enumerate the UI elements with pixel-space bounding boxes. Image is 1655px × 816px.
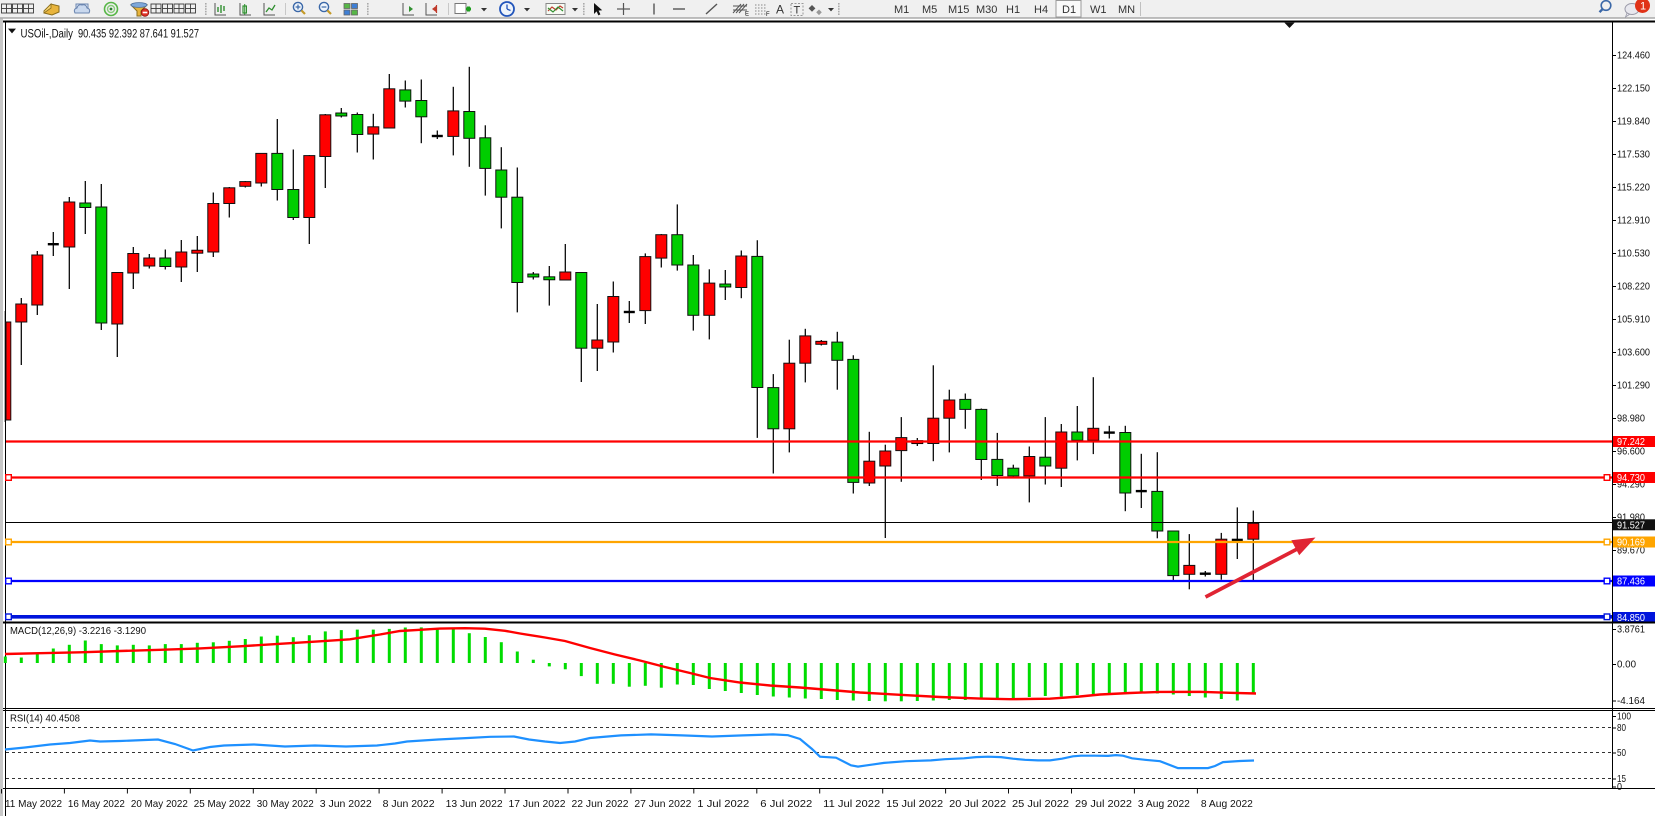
svg-text:94.730: 94.730: [1617, 472, 1645, 484]
svg-text:F: F: [766, 12, 770, 18]
svg-text:84.850: 84.850: [1617, 612, 1645, 624]
svg-text:16 May 2022: 16 May 2022: [68, 798, 125, 810]
svg-text:96.600: 96.600: [1617, 446, 1645, 458]
svg-text:0.00: 0.00: [1617, 659, 1636, 671]
svg-text:11 Jul 2022: 11 Jul 2022: [823, 798, 880, 810]
svg-text:1: 1: [1640, 1, 1646, 13]
svg-text:MN: MN: [1118, 4, 1135, 16]
svg-text:124.460: 124.460: [1617, 50, 1650, 62]
svg-text:25 May 2022: 25 May 2022: [194, 798, 251, 810]
svg-text:100: 100: [1617, 711, 1631, 723]
svg-text:E: E: [745, 12, 749, 18]
svg-text:RSI(14) 40.4508: RSI(14) 40.4508: [10, 713, 80, 725]
svg-text:MACD(12,26,9) -3.2216 -3.1290: MACD(12,26,9) -3.2216 -3.1290: [10, 625, 146, 637]
svg-text:M1: M1: [894, 4, 909, 16]
svg-text:0: 0: [1617, 781, 1622, 793]
svg-text:108.220: 108.220: [1617, 281, 1650, 293]
svg-text:90.435 92.392 87.641 91.527: 90.435 92.392 87.641 91.527: [78, 29, 199, 41]
svg-text:25 Jul 2022: 25 Jul 2022: [1012, 798, 1069, 810]
svg-text:1 Jul 2022: 1 Jul 2022: [697, 798, 749, 810]
svg-text:15 Jul 2022: 15 Jul 2022: [886, 798, 943, 810]
svg-text:80: 80: [1617, 722, 1626, 734]
svg-text:T: T: [794, 5, 801, 17]
svg-text:122.150: 122.150: [1617, 83, 1650, 95]
svg-text:90.169: 90.169: [1617, 537, 1645, 549]
svg-text:101.290: 101.290: [1617, 380, 1650, 392]
svg-text:112.910: 112.910: [1617, 215, 1650, 227]
svg-text:117.530: 117.530: [1617, 149, 1650, 161]
svg-text:115.220: 115.220: [1617, 182, 1650, 194]
svg-text:3.8761: 3.8761: [1617, 624, 1645, 636]
svg-text:M5: M5: [922, 4, 937, 16]
svg-text:11 May 2022: 11 May 2022: [5, 798, 62, 810]
svg-text:W1: W1: [1090, 4, 1107, 16]
svg-text:USOil-,Daily: USOil-,Daily: [21, 29, 74, 41]
svg-text:103.600: 103.600: [1617, 347, 1650, 359]
svg-text:3 Aug 2022: 3 Aug 2022: [1138, 798, 1190, 810]
svg-text:15: 15: [1617, 773, 1626, 785]
svg-text:3 Jun 2022: 3 Jun 2022: [320, 798, 372, 810]
svg-text:-4.164: -4.164: [1617, 695, 1645, 707]
svg-text:98.980: 98.980: [1617, 413, 1645, 425]
svg-text:119.840: 119.840: [1617, 116, 1650, 128]
svg-text:87.436: 87.436: [1617, 576, 1645, 588]
svg-text:91.527: 91.527: [1617, 519, 1645, 531]
svg-text:H4: H4: [1034, 4, 1048, 16]
svg-text:13 Jun 2022: 13 Jun 2022: [446, 798, 503, 810]
svg-text:110.530: 110.530: [1617, 248, 1650, 260]
svg-text:M15: M15: [948, 4, 969, 16]
svg-text:20 May 2022: 20 May 2022: [131, 798, 188, 810]
svg-text:97.242: 97.242: [1617, 436, 1645, 448]
svg-text:A: A: [776, 3, 784, 17]
svg-text:27 Jun 2022: 27 Jun 2022: [634, 798, 691, 810]
svg-text:20 Jul 2022: 20 Jul 2022: [949, 798, 1006, 810]
svg-text:M30: M30: [976, 4, 997, 16]
svg-text:105.910: 105.910: [1617, 314, 1650, 326]
svg-text:89.670: 89.670: [1617, 545, 1645, 557]
svg-text:22 Jun 2022: 22 Jun 2022: [572, 798, 629, 810]
svg-text:8 Jun 2022: 8 Jun 2022: [383, 798, 435, 810]
svg-text:29 Jul 2022: 29 Jul 2022: [1075, 798, 1132, 810]
svg-text:8 Aug 2022: 8 Aug 2022: [1201, 798, 1253, 810]
svg-text:H1: H1: [1006, 4, 1020, 16]
svg-text:17 Jun 2022: 17 Jun 2022: [509, 798, 566, 810]
svg-text:30 May 2022: 30 May 2022: [257, 798, 314, 810]
svg-text:50: 50: [1617, 747, 1626, 759]
svg-text:6 Jul 2022: 6 Jul 2022: [760, 798, 812, 810]
svg-text:D1: D1: [1062, 4, 1076, 16]
